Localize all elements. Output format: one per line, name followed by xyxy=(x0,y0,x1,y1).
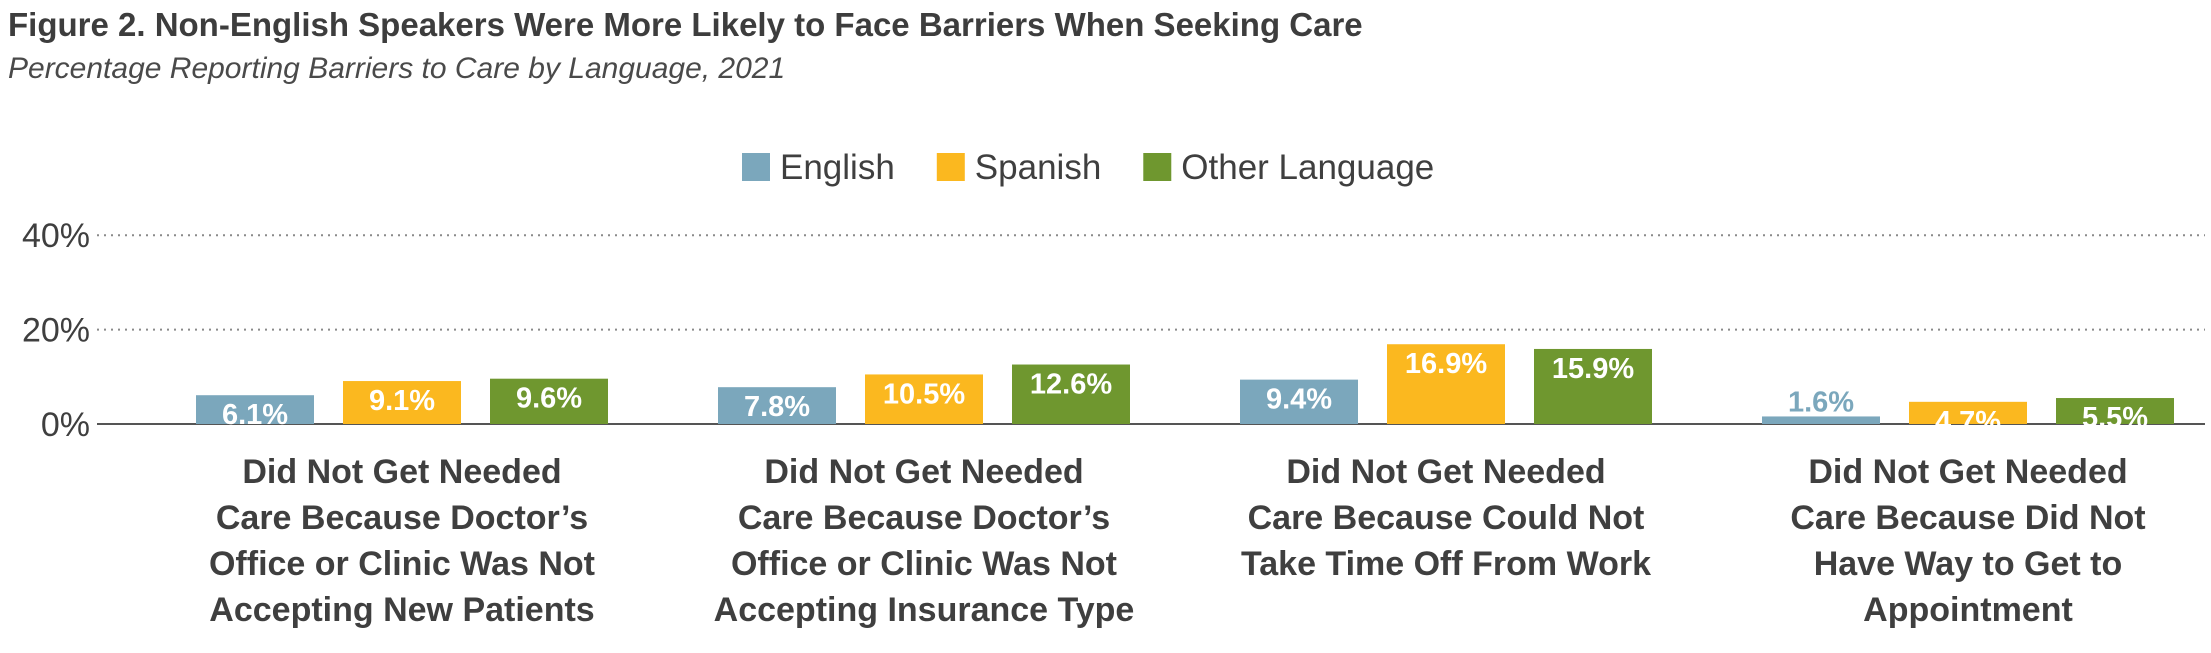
bar-value-label: 9.4% xyxy=(1266,384,1332,416)
bar xyxy=(1534,348,1652,424)
y-tick-label: 20% xyxy=(22,312,90,350)
category-label: Did Not Get Needed xyxy=(764,453,1083,491)
chart-subtitle: Percentage Reporting Barriers to Care by… xyxy=(8,52,786,85)
y-tick-label: 40% xyxy=(22,217,90,255)
legend-item-spanish: Spanish xyxy=(975,148,1101,187)
bar xyxy=(1240,379,1358,424)
bar-value-label: 9.6% xyxy=(516,383,582,415)
bar xyxy=(1909,401,2027,424)
legend-item-english: English xyxy=(780,148,895,187)
bar xyxy=(343,381,461,424)
bar-value-label: 9.1% xyxy=(369,385,435,417)
category-label: Care Because Could Not xyxy=(1248,499,1645,537)
bar xyxy=(1387,344,1505,424)
legend-swatch xyxy=(742,153,770,181)
legend-swatch xyxy=(936,153,965,181)
bar xyxy=(2056,398,2174,424)
legend-item-other-language: Other Language xyxy=(1181,148,1434,187)
bar xyxy=(865,374,983,424)
category-label: Office or Clinic Was Not xyxy=(209,545,595,583)
bar xyxy=(196,395,314,424)
category-label: Have Way to Get to xyxy=(1814,545,2123,583)
bar-value-label: 6.1% xyxy=(222,399,288,431)
bar xyxy=(718,387,836,424)
bar xyxy=(490,378,608,424)
category-label: Accepting New Patients xyxy=(209,591,594,629)
bar-value-label: 12.6% xyxy=(1030,369,1112,401)
category-label: Did Not Get Needed xyxy=(242,453,561,491)
category-label: Office or Clinic Was Not xyxy=(731,545,1117,583)
chart-title: Figure 2. Non-English Speakers Were More… xyxy=(8,6,1363,43)
bar xyxy=(1012,364,1130,424)
category-label: Care Because Doctor’s xyxy=(216,499,588,537)
category-label: Take Time Off From Work xyxy=(1241,545,1651,583)
category-label: Appointment xyxy=(1863,591,2073,629)
y-tick-label: 0% xyxy=(41,406,90,444)
bar-value-label: 16.9% xyxy=(1405,348,1487,380)
bar-value-label: 5.5% xyxy=(2082,402,2148,434)
category-label: Care Because Doctor’s xyxy=(738,499,1110,537)
category-label: Accepting Insurance Type xyxy=(714,591,1135,629)
legend-swatch xyxy=(1143,153,1172,181)
bar-value-label: 4.7% xyxy=(1935,406,2001,438)
category-label: Did Not Get Needed xyxy=(1808,453,2127,491)
bar-value-label: 7.8% xyxy=(744,391,810,423)
bar xyxy=(1762,416,1880,424)
bar-value-label: 15.9% xyxy=(1552,353,1634,385)
category-label: Did Not Get Needed xyxy=(1286,453,1605,491)
bar-value-label: 1.6% xyxy=(1788,386,1854,418)
bar-value-label: 10.5% xyxy=(883,378,965,410)
category-label: Care Because Did Not xyxy=(1790,499,2145,537)
